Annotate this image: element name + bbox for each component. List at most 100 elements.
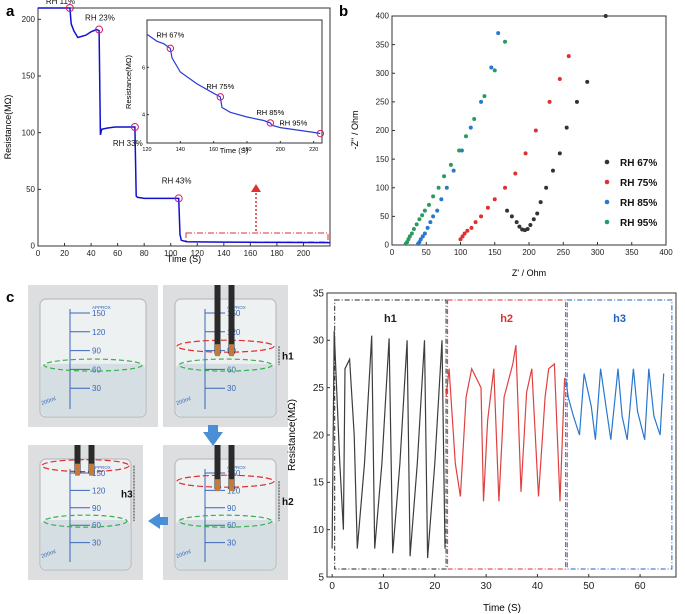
height-label: h1 [282, 352, 294, 363]
chart-c-frame [326, 292, 677, 578]
data-point [418, 237, 423, 242]
y-tick-label: 20 [313, 430, 325, 441]
y-tick-label: 200 [376, 126, 390, 135]
x-tick-label: 350 [625, 248, 639, 257]
legend-marker [604, 219, 610, 225]
x-tick-label: 100 [164, 249, 178, 258]
data-point [533, 128, 538, 133]
inset-x-tick-label: 220 [309, 147, 318, 153]
annotation-label: RH 43% [162, 176, 192, 185]
electrode-level-ellipse [176, 339, 275, 353]
electrode-tip [75, 463, 80, 476]
chart-b-frame [391, 15, 667, 246]
scale-label: 150 [92, 469, 106, 478]
data-point [460, 234, 465, 239]
data-point [428, 220, 433, 225]
series-line-h1 [331, 330, 446, 559]
inset-annotation-marker [266, 119, 275, 127]
electrode-wire [228, 445, 235, 490]
x-tick-label: 50 [422, 248, 431, 257]
data-point [479, 99, 484, 104]
y-tick-label: 100 [376, 183, 390, 192]
legend-label: RH 67% [620, 158, 657, 169]
data-point [544, 185, 549, 190]
scale-label: 30 [92, 384, 101, 393]
chart-a: 0 20 40 60 80 100 120 140 160 180 200050100150200 … [3, 0, 331, 264]
height-label: h3 [121, 489, 133, 500]
inset-annotation-marker [216, 93, 225, 101]
y-tick-label: 400 [376, 12, 390, 21]
data-point [531, 217, 536, 222]
annotation-marker [174, 194, 183, 203]
y-tick-label: 15 [313, 478, 325, 489]
x-tick-label: 10 [378, 581, 390, 592]
panel-label-c: c [6, 289, 14, 306]
data-point [513, 171, 518, 176]
y-tick-label: 100 [22, 128, 36, 137]
chart-c: 0 10 20 30 40 50 60 5 10 15 20 25 30 35 h1 h2 h3 Time (… [287, 288, 677, 614]
x-tick-label: 0 [390, 248, 395, 257]
approx-label: APPROX [227, 305, 246, 310]
inset-frame [146, 19, 323, 144]
data-point [459, 148, 464, 153]
panel-label-a: a [6, 3, 15, 20]
x-tick-label: 20 [429, 581, 441, 592]
data-point [505, 208, 510, 213]
inset-annotation-marker [166, 44, 175, 53]
data-point [407, 234, 412, 239]
panel-label-b: b [339, 3, 348, 20]
electrode-wire [74, 445, 81, 474]
data-point [458, 237, 463, 242]
x-tick-label: 0 [329, 581, 335, 592]
water-level-ellipse [43, 514, 128, 528]
x-tick-label: 300 [591, 248, 605, 257]
region-label-h2: h2 [500, 313, 513, 325]
x-tick-label: 50 [583, 581, 595, 592]
data-point [448, 162, 453, 167]
y-tick-label: 250 [376, 98, 390, 107]
inset-xlabel: Time (S) [220, 146, 249, 155]
inset-ylabel: Resistance(MΩ) [124, 55, 133, 109]
data-point [482, 94, 487, 99]
inset-annotation-label: RH 75% [206, 82, 234, 91]
chart-a-ylabel: Resistance(MΩ) [3, 95, 13, 160]
scale-label: 90 [92, 504, 101, 513]
data-point [457, 148, 462, 153]
inset-x-tick-label: 180 [242, 147, 251, 153]
inset-annotation-label: RH 67% [156, 30, 184, 39]
y-tick-label: 50 [26, 185, 35, 194]
y-tick-label: 35 [313, 288, 325, 299]
y-tick-label: 25 [313, 383, 325, 394]
water-level-ellipse [178, 514, 273, 528]
data-point [473, 220, 478, 225]
data-point [528, 222, 533, 227]
water-level-ellipse [43, 358, 143, 372]
x-tick-label: 40 [87, 249, 96, 258]
data-point [550, 168, 555, 173]
legend-marker [604, 199, 610, 205]
x-tick-label: 20 [60, 249, 69, 258]
data-point [436, 185, 441, 190]
beaker-water [176, 520, 275, 569]
approx-label: APPROX [92, 465, 111, 470]
chart-b-xlabel: Z' / Ohm [512, 268, 546, 278]
inset-x-tick-label: 120 [142, 147, 151, 153]
data-point [422, 208, 427, 213]
data-point [603, 14, 608, 18]
electrode-wire [214, 285, 221, 355]
zoom-arrow-head [251, 184, 261, 192]
data-point [411, 226, 416, 231]
data-point [547, 99, 552, 104]
x-tick-label: 160 [244, 249, 258, 258]
series-line-resistance [38, 7, 331, 244]
electrode-tip [229, 344, 234, 357]
data-point [489, 65, 494, 70]
electrode-tip [215, 479, 220, 492]
volume-label: 200ml [41, 549, 57, 560]
series-line-h2 [445, 345, 566, 502]
inset-annotation-label: RH 85% [256, 108, 284, 117]
electrode-level-ellipse [176, 474, 275, 488]
scale-label: 120 [92, 328, 106, 337]
data-point [435, 208, 440, 213]
inset-annotation-label: RH 95% [279, 119, 307, 128]
